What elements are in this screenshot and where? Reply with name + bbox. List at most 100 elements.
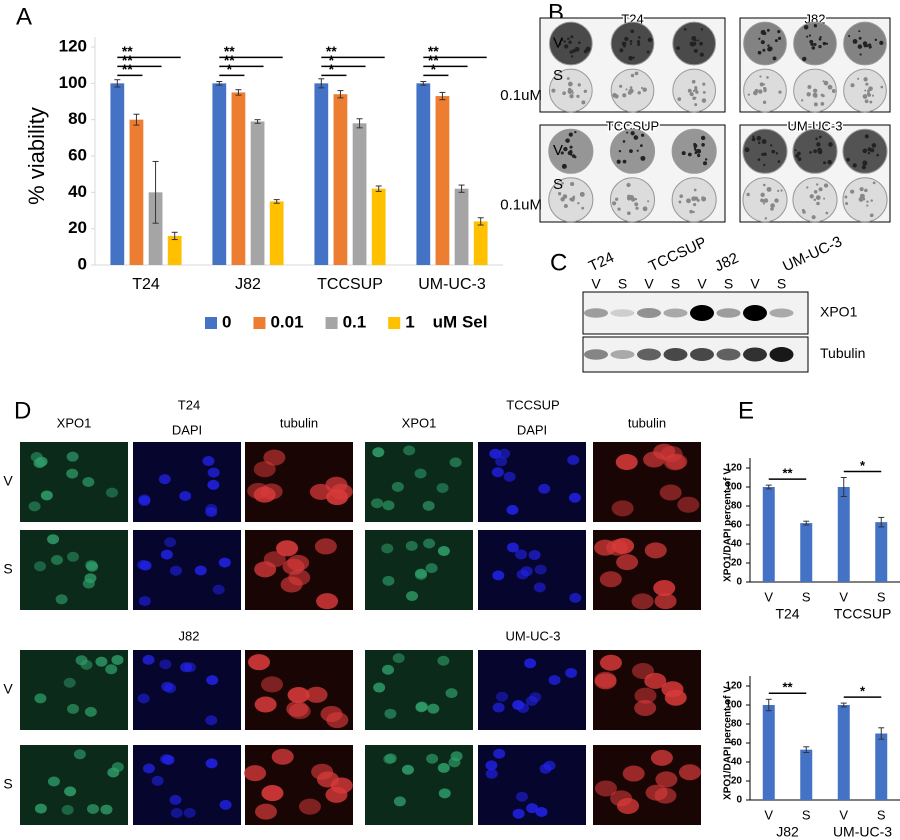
error-bar [152, 160, 159, 224]
cell [611, 500, 634, 517]
colony [758, 37, 761, 40]
cell [650, 749, 673, 766]
colony [618, 149, 622, 153]
colony [687, 88, 692, 93]
colony [636, 40, 641, 44]
colony [809, 151, 812, 154]
cell [305, 686, 328, 703]
cell [653, 580, 676, 597]
cell [393, 796, 406, 807]
colony [809, 194, 814, 199]
colony [641, 86, 644, 90]
colony [634, 71, 639, 76]
colony [569, 197, 573, 201]
cell [445, 688, 458, 699]
significance-label: ** [428, 43, 439, 59]
colony [801, 99, 804, 102]
colony [646, 50, 650, 54]
cell [253, 461, 276, 478]
cell [73, 749, 86, 760]
colony [634, 197, 638, 201]
colony [857, 77, 860, 80]
colony [637, 36, 641, 39]
colony [577, 83, 581, 87]
colony [579, 191, 585, 197]
colony [563, 146, 568, 152]
colony [560, 38, 564, 42]
colony [831, 89, 836, 93]
colony [869, 213, 874, 218]
colony [775, 152, 779, 155]
colony [869, 100, 873, 104]
cell [392, 653, 405, 664]
colony [871, 94, 874, 97]
cell [316, 771, 339, 788]
bar [875, 733, 888, 800]
colony [852, 39, 858, 44]
colony [859, 53, 862, 56]
colony [630, 29, 635, 34]
x-tick-label: TCCSUP [317, 276, 383, 293]
cell [528, 550, 541, 561]
bar [762, 487, 775, 582]
colony [872, 181, 876, 185]
colony [643, 88, 647, 91]
colony [616, 159, 621, 164]
colony [813, 198, 817, 202]
colony [676, 46, 680, 50]
legend-swatch [205, 317, 217, 329]
cell [298, 798, 321, 815]
colony [864, 188, 868, 193]
colony [568, 132, 573, 137]
cell [40, 490, 53, 501]
cell [34, 803, 47, 814]
cell [405, 540, 418, 551]
panel-label: E [738, 397, 754, 424]
legend-swatch [388, 317, 401, 329]
cell [169, 565, 182, 576]
cell [382, 664, 395, 675]
y-tick-label: 60 [68, 145, 87, 164]
error-bar [216, 81, 223, 86]
colony [747, 93, 751, 96]
colony [763, 88, 767, 93]
legend-title: uM Sel [433, 312, 488, 331]
error-bar [254, 119, 261, 124]
colony [777, 189, 780, 192]
y-tick-label: 100 [725, 700, 742, 711]
colony [844, 195, 848, 199]
x-tick-label: V [764, 589, 773, 604]
cell [169, 794, 182, 805]
colony [636, 149, 639, 152]
error-bar [840, 477, 847, 497]
colony [815, 137, 818, 141]
bar [473, 221, 488, 265]
cell [485, 768, 498, 779]
blot-band [610, 350, 635, 359]
colony [764, 217, 768, 220]
cell [655, 771, 678, 788]
significance-label: * [860, 458, 866, 473]
colony [766, 76, 769, 79]
plate-well [743, 21, 787, 66]
bar [875, 522, 888, 582]
y-tick-label: 80 [731, 719, 743, 730]
blot-band [637, 308, 661, 318]
error-bar [114, 79, 121, 88]
colony [762, 83, 766, 86]
cell [492, 702, 505, 713]
colony [701, 143, 705, 147]
cell [512, 700, 525, 711]
cell [34, 693, 47, 704]
cell [137, 693, 150, 704]
colony [751, 137, 756, 142]
colony [763, 163, 766, 167]
cell [437, 655, 450, 666]
colony [760, 40, 765, 45]
cell [406, 591, 419, 602]
colony [867, 93, 872, 97]
colony [827, 84, 833, 90]
blot-band [663, 308, 688, 318]
colony [828, 142, 833, 147]
cell [533, 582, 546, 593]
